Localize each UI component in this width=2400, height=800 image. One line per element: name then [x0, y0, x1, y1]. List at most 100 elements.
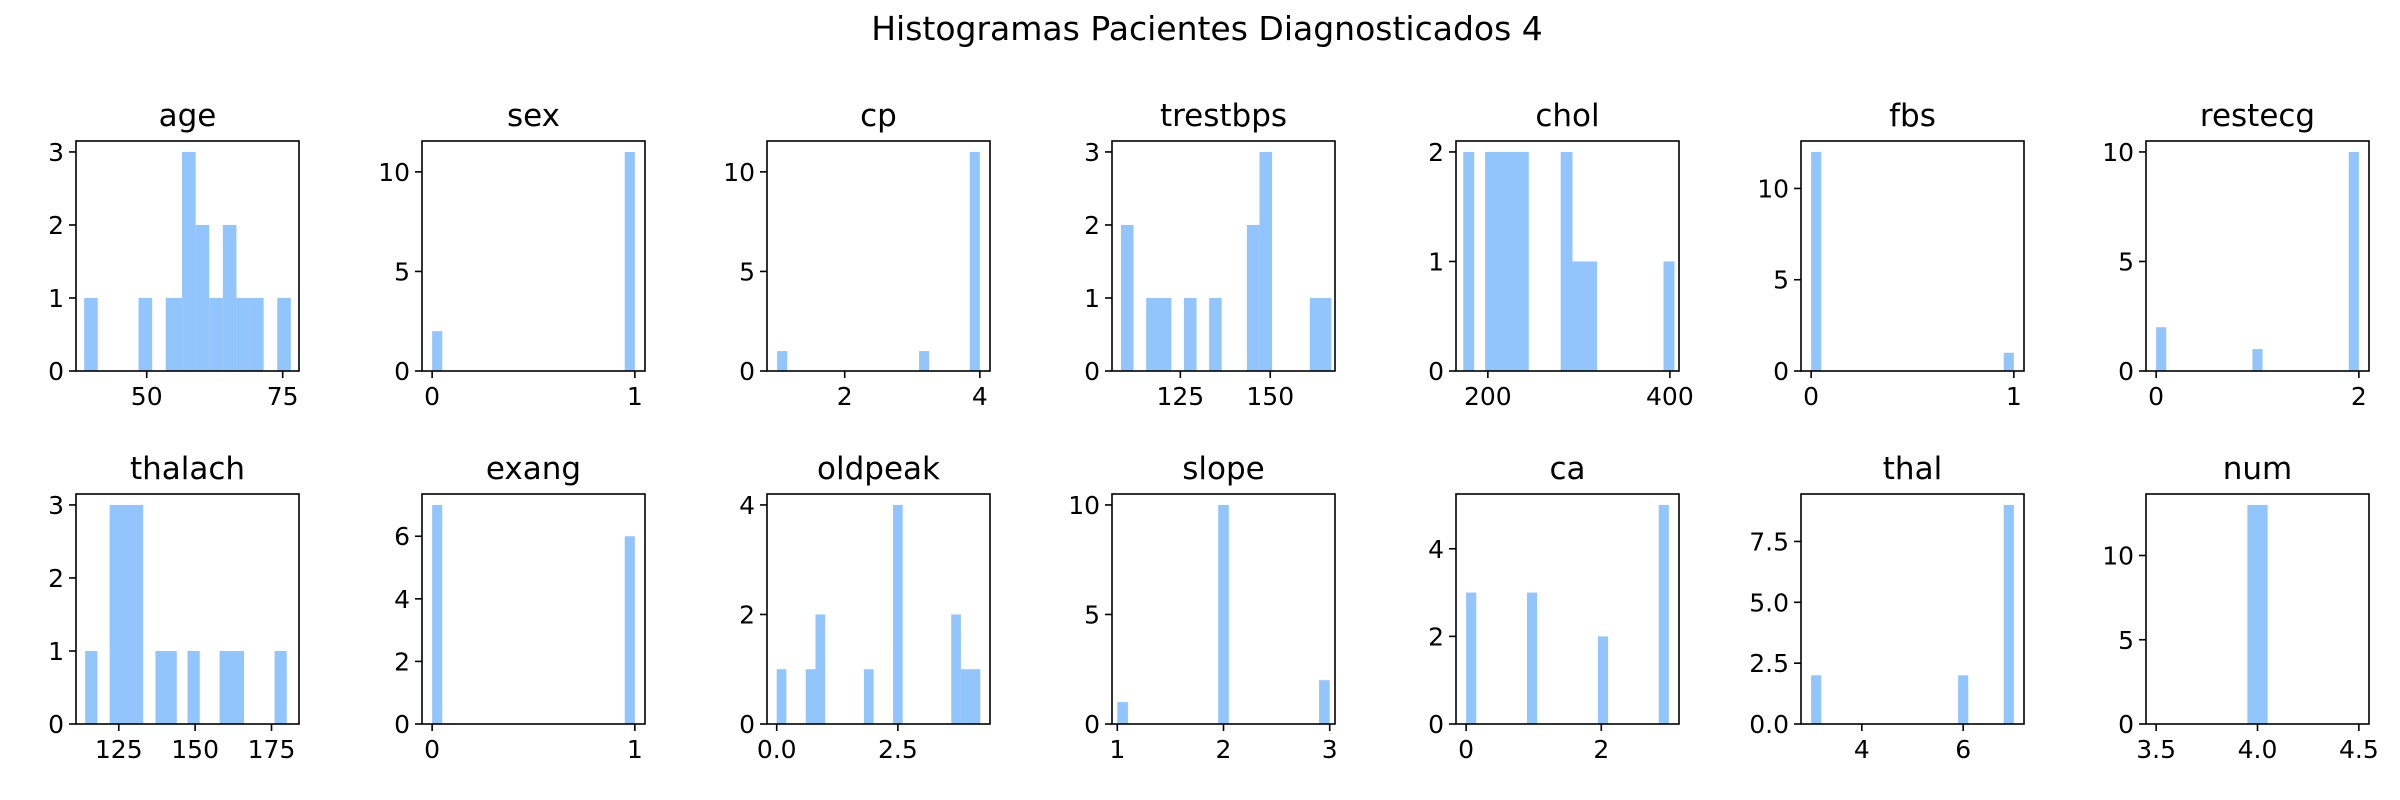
histogram-bar: [209, 297, 223, 371]
x-tick-label: 125: [95, 735, 143, 764]
x-tick-label: 2: [1216, 735, 1232, 764]
histogram-bar: [2003, 504, 2014, 724]
y-tick-label: 2: [394, 647, 410, 676]
histogram-bar: [165, 297, 183, 371]
axes-frame: [1800, 493, 2025, 725]
panel-title: oldpeak: [817, 451, 940, 487]
y-tick-label: 7.5: [1749, 527, 1789, 556]
y-tick-label: 1: [1084, 284, 1100, 313]
y-tick-label: 0: [394, 710, 410, 739]
panel-title: slope: [1182, 451, 1264, 487]
y-tick-label: 10: [1757, 174, 1789, 203]
histogram-bar: [1120, 224, 1134, 371]
y-tick-label: 10: [2102, 138, 2134, 167]
histogram-bar: [624, 536, 635, 724]
panel-thal: thal 4 6 0.0 2.5 5.0 7.5: [1749, 451, 2025, 764]
y-tick-label: 5: [1084, 600, 1100, 629]
panel-title: trestbps: [1160, 98, 1287, 134]
axes-frame: [1455, 493, 1680, 725]
histogram-bar: [1209, 297, 1222, 371]
histogram-bar: [2156, 327, 2167, 371]
x-tick-label: 2.5: [878, 735, 918, 764]
histogram-bar: [951, 614, 961, 724]
histogram-bar: [109, 504, 144, 724]
histogram-bar: [969, 151, 980, 371]
x-tick-label: 0: [424, 382, 440, 411]
y-tick-label: 0: [1084, 357, 1100, 386]
x-tick-label: 1: [2006, 382, 2022, 411]
histogram-bar: [960, 669, 981, 724]
y-tick-label: 0: [1428, 710, 1444, 739]
x-tick-label: 125: [1156, 382, 1204, 411]
x-tick-label: 75: [267, 382, 299, 411]
axes-frame: [766, 493, 991, 725]
x-tick-label: 0: [1458, 735, 1474, 764]
y-tick-label: 0: [2118, 357, 2134, 386]
axes-frame: [766, 140, 991, 372]
histogram-bar: [432, 331, 443, 371]
x-tick-label: 4.5: [2339, 735, 2379, 764]
x-tick-label: 150: [1246, 382, 1294, 411]
histogram-bar: [624, 151, 635, 371]
y-tick-label: 0: [1084, 710, 1100, 739]
axes-frame: [421, 140, 646, 372]
histogram-bar: [1117, 702, 1128, 724]
panel-thalach: thalach 125 150 175 0 1 2 3: [48, 451, 300, 764]
x-tick-label: 3.5: [2136, 735, 2176, 764]
histogram-bar: [1309, 297, 1332, 371]
x-tick-label: 0: [1803, 382, 1819, 411]
x-tick-label: 4: [1854, 735, 1870, 764]
histogram-bar: [277, 297, 291, 371]
axes-frame: [421, 493, 646, 725]
axes-frame: [75, 493, 300, 725]
histogram-bar: [138, 297, 153, 371]
histogram-bar: [1811, 151, 1822, 371]
panel-exang: exang 0 1 0 2 4 6: [394, 451, 646, 764]
y-tick-label: 5: [739, 257, 755, 286]
panel-title: sex: [507, 98, 560, 134]
panel-title: exang: [486, 451, 581, 487]
histogram-bar: [222, 224, 237, 371]
y-tick-label: 3: [1084, 138, 1100, 167]
y-tick-label: 0: [48, 357, 64, 386]
histogram-bar: [85, 650, 98, 724]
x-tick-label: 175: [248, 735, 296, 764]
histogram-bar: [2003, 352, 2014, 371]
histogram-bar: [236, 297, 251, 371]
y-tick-label: 1: [48, 637, 64, 666]
axes-frame: [2145, 140, 2370, 372]
x-tick-label: 50: [131, 382, 163, 411]
panel-trestbps: trestbps 125 150 0 1 2 3: [1084, 98, 1336, 411]
y-tick-label: 5.0: [1749, 588, 1789, 617]
x-tick-label: 6: [1955, 735, 1971, 764]
histogram-bar: [2247, 504, 2268, 724]
x-tick-label: 200: [1464, 382, 1512, 411]
histogram-bar: [1485, 151, 1529, 371]
y-tick-label: 0: [739, 357, 755, 386]
x-tick-label: 2: [837, 382, 853, 411]
histogram-bar: [777, 351, 788, 371]
y-tick-label: 0: [394, 357, 410, 386]
y-tick-label: 5: [1773, 266, 1789, 295]
histogram-bar: [1811, 675, 1822, 724]
y-tick-label: 10: [378, 158, 410, 187]
y-tick-label: 5: [2118, 247, 2134, 276]
x-tick-label: 2: [2351, 382, 2367, 411]
y-tick-label: 6: [394, 522, 410, 551]
y-tick-label: 3: [48, 138, 64, 167]
panel-title: thalach: [130, 451, 245, 487]
y-tick-label: 2.5: [1749, 649, 1789, 678]
histogram-bar: [1246, 224, 1260, 371]
panel-title: cp: [860, 98, 897, 134]
panel-title: fbs: [1889, 98, 1936, 134]
histogram-bar: [155, 650, 177, 724]
y-tick-label: 3: [48, 491, 64, 520]
histogram-bar: [1560, 151, 1573, 371]
x-tick-label: 0: [424, 735, 440, 764]
x-tick-label: 400: [1646, 382, 1694, 411]
x-tick-label: 150: [171, 735, 219, 764]
axes-frame: [1800, 140, 2025, 372]
